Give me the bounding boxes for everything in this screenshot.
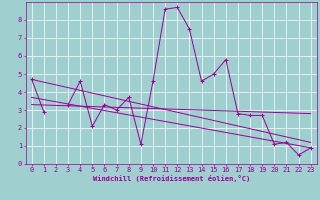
X-axis label: Windchill (Refroidissement éolien,°C): Windchill (Refroidissement éolien,°C) <box>92 175 250 182</box>
